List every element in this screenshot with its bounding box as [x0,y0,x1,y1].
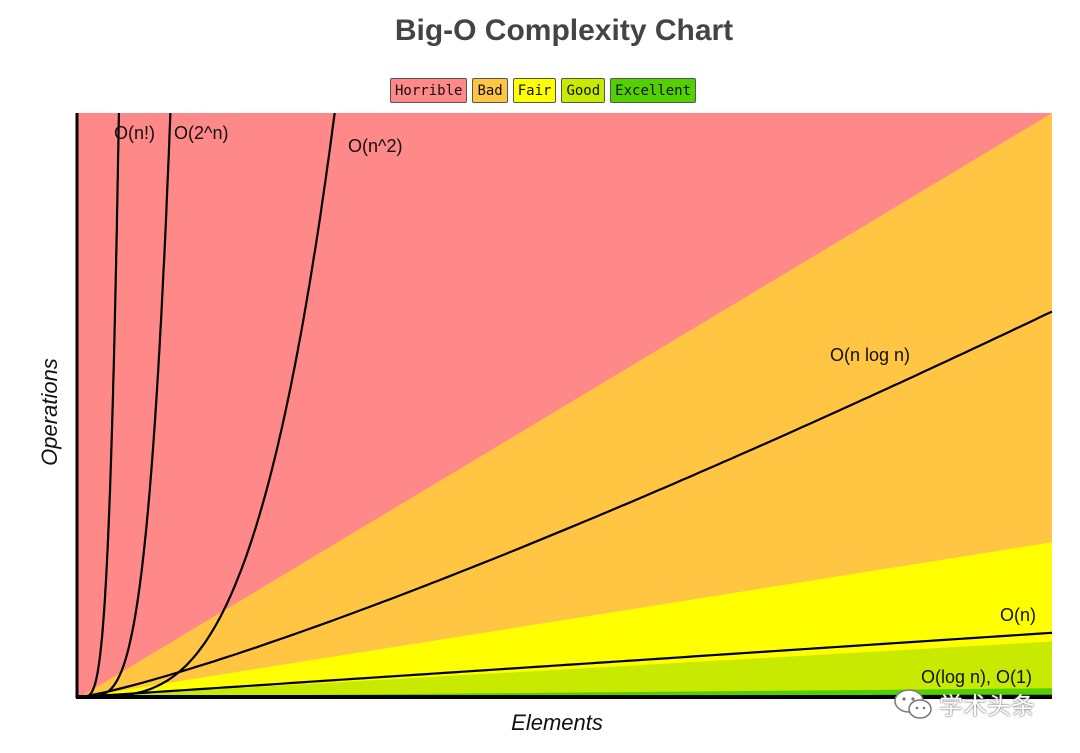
legend-entry-excellent: Excellent [610,78,697,103]
legend-entry-horrible: Horrible [390,78,468,103]
curve-quadratic [80,112,336,699]
legend-entry-bad: Bad [472,78,508,103]
x-axis-label: Elements [511,710,603,735]
curve-linear [79,631,1053,699]
curve-label-log: O(log n), O(1) [921,667,1032,687]
curve-label-quadratic: O(n^2) [348,136,402,156]
wechat-icon [894,688,932,719]
legend-entry-good: Good [561,78,606,103]
chart-title: Big-O Complexity Chart [394,14,734,47]
region-bad [80,113,1052,697]
curve-labels: O(n!) O(2^n) O(n^2) O(n log n) O(n) O(log n),… [114,123,1036,687]
curve-nlogn [79,310,1053,699]
watermark-text: 学术头条 [939,692,1035,720]
legend-entry-fair: Fair [512,78,557,103]
curve-label-linear: O(n) [1000,605,1036,625]
curve-factorial [80,112,120,699]
chart-legend: Horrible Bad Fair Good Excellent [390,78,697,103]
curve-label-factorial: O(n!) [114,123,155,143]
region-excellent [80,688,1052,697]
watermark: 学术头条 [893,686,1035,721]
region-good [80,641,1052,697]
curve-label-exponential: O(2^n) [174,123,228,143]
curve-exponential [80,112,172,699]
curve-label-nlogn: O(n log n) [830,345,910,365]
complexity-regions [77,113,1052,697]
y-axis-label: Operations [37,358,62,466]
